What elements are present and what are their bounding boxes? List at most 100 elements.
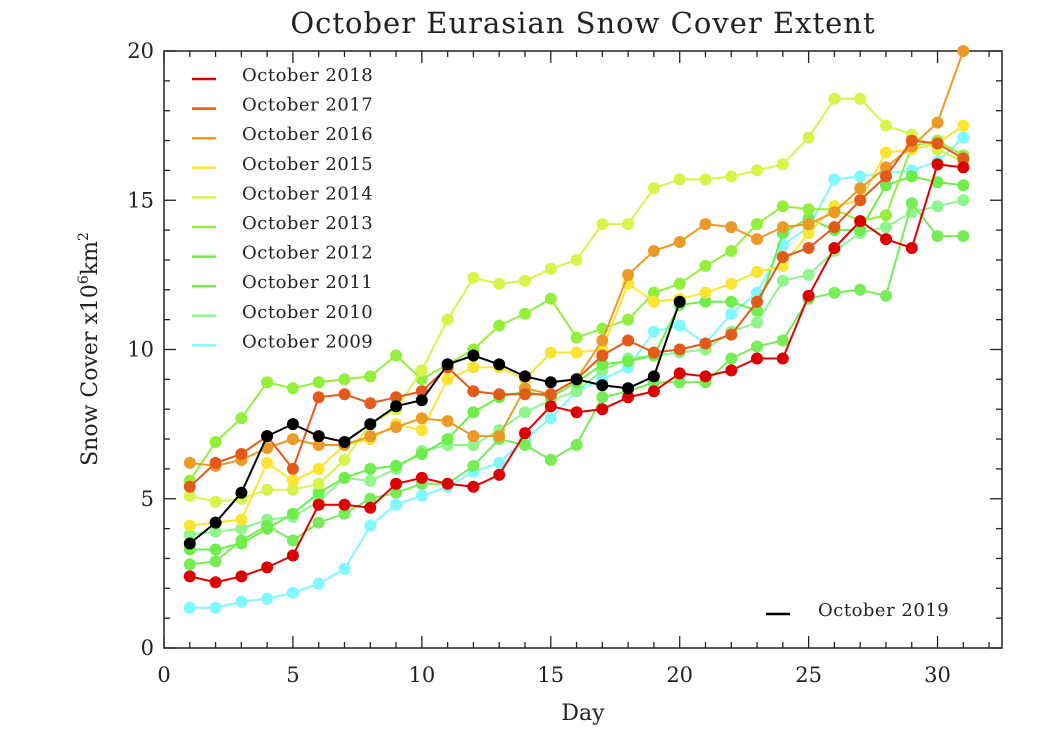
data-point bbox=[931, 158, 944, 171]
data-point bbox=[415, 448, 428, 460]
legend-item-october-2017: October 2017 bbox=[192, 95, 373, 116]
data-point bbox=[957, 45, 970, 57]
y-axis-label-unit-exponent: 2 bbox=[76, 232, 92, 241]
data-point bbox=[286, 382, 299, 395]
data-point bbox=[467, 271, 480, 284]
data-point bbox=[854, 283, 867, 296]
data-point bbox=[776, 274, 789, 287]
data-point bbox=[880, 233, 892, 246]
data-point bbox=[725, 245, 738, 257]
y-tick-label: 0 bbox=[141, 636, 154, 660]
data-point bbox=[570, 439, 583, 451]
data-point bbox=[699, 218, 712, 231]
data-point bbox=[570, 253, 583, 266]
data-point bbox=[880, 170, 892, 183]
data-series bbox=[183, 45, 970, 614]
legend-item-october-2015: October 2015 bbox=[192, 154, 373, 175]
series-october-2015 bbox=[183, 119, 970, 532]
data-point bbox=[647, 370, 660, 383]
data-point bbox=[338, 507, 351, 520]
data-point bbox=[905, 170, 918, 183]
legend-label: October 2016 bbox=[242, 124, 373, 145]
data-point bbox=[544, 388, 557, 401]
data-point bbox=[622, 218, 635, 231]
data-point bbox=[364, 519, 377, 532]
data-point bbox=[235, 513, 248, 526]
data-point bbox=[931, 230, 944, 243]
data-point bbox=[854, 92, 867, 105]
data-point bbox=[209, 516, 222, 529]
data-point bbox=[519, 274, 531, 287]
data-point bbox=[570, 373, 583, 386]
axis-ticks bbox=[163, 50, 1002, 649]
data-point bbox=[467, 385, 480, 398]
data-point bbox=[905, 197, 918, 210]
data-point bbox=[209, 436, 222, 448]
data-point bbox=[544, 400, 557, 413]
data-point bbox=[854, 194, 867, 207]
data-point bbox=[751, 340, 763, 353]
data-point bbox=[312, 430, 325, 443]
legend: October 2018 October 2017 October 2016 Octo… bbox=[192, 65, 373, 352]
data-point bbox=[235, 570, 248, 583]
data-point bbox=[802, 218, 815, 231]
data-point bbox=[776, 334, 789, 347]
series-line bbox=[189, 136, 964, 609]
data-point bbox=[364, 462, 377, 475]
data-point bbox=[209, 456, 222, 469]
data-point bbox=[647, 346, 660, 359]
data-point bbox=[854, 182, 867, 195]
data-point bbox=[338, 388, 351, 401]
data-point bbox=[519, 427, 531, 440]
legend-item-october-2009: October 2009 bbox=[192, 331, 373, 352]
data-point bbox=[441, 477, 454, 490]
data-point bbox=[286, 433, 299, 446]
data-point bbox=[957, 131, 970, 144]
series-october-2019 bbox=[183, 295, 686, 550]
data-point bbox=[415, 412, 428, 425]
data-point bbox=[828, 286, 841, 299]
data-point bbox=[286, 418, 299, 431]
data-point bbox=[467, 430, 480, 443]
data-point bbox=[364, 418, 377, 431]
data-point bbox=[390, 421, 403, 434]
data-point bbox=[647, 295, 660, 308]
data-point bbox=[647, 245, 660, 257]
x-tick-label: 15 bbox=[537, 663, 564, 687]
data-point bbox=[622, 382, 635, 395]
data-point bbox=[802, 131, 815, 144]
data-point bbox=[957, 230, 970, 243]
data-point bbox=[261, 456, 274, 469]
legend-label: October 2011 bbox=[242, 272, 373, 293]
data-point bbox=[673, 236, 686, 248]
data-point bbox=[544, 292, 557, 305]
data-point bbox=[390, 459, 403, 472]
data-point bbox=[596, 218, 609, 231]
legend-label: October 2009 bbox=[242, 331, 373, 352]
data-point bbox=[338, 498, 351, 511]
data-point bbox=[880, 161, 892, 174]
y-axis-label-unit: km bbox=[78, 241, 103, 275]
legend-label: October 2017 bbox=[242, 95, 373, 116]
data-point bbox=[931, 176, 944, 189]
data-point bbox=[647, 182, 660, 195]
legend-item-october-2012: October 2012 bbox=[192, 243, 373, 264]
data-point bbox=[751, 265, 763, 278]
data-point bbox=[544, 262, 557, 275]
data-point bbox=[957, 194, 970, 207]
data-point bbox=[364, 397, 377, 410]
data-point bbox=[183, 489, 196, 502]
data-point bbox=[312, 577, 325, 590]
data-point bbox=[622, 313, 635, 326]
data-point bbox=[519, 307, 531, 320]
data-point bbox=[802, 203, 815, 216]
data-point bbox=[183, 601, 196, 614]
data-point bbox=[312, 477, 325, 490]
data-point bbox=[751, 164, 763, 177]
data-point bbox=[751, 352, 763, 365]
data-point bbox=[673, 295, 686, 308]
data-point bbox=[467, 361, 480, 374]
data-point bbox=[544, 453, 557, 466]
y-axis-label: Snow Cover x106km2 bbox=[76, 232, 103, 466]
data-point bbox=[261, 430, 274, 443]
